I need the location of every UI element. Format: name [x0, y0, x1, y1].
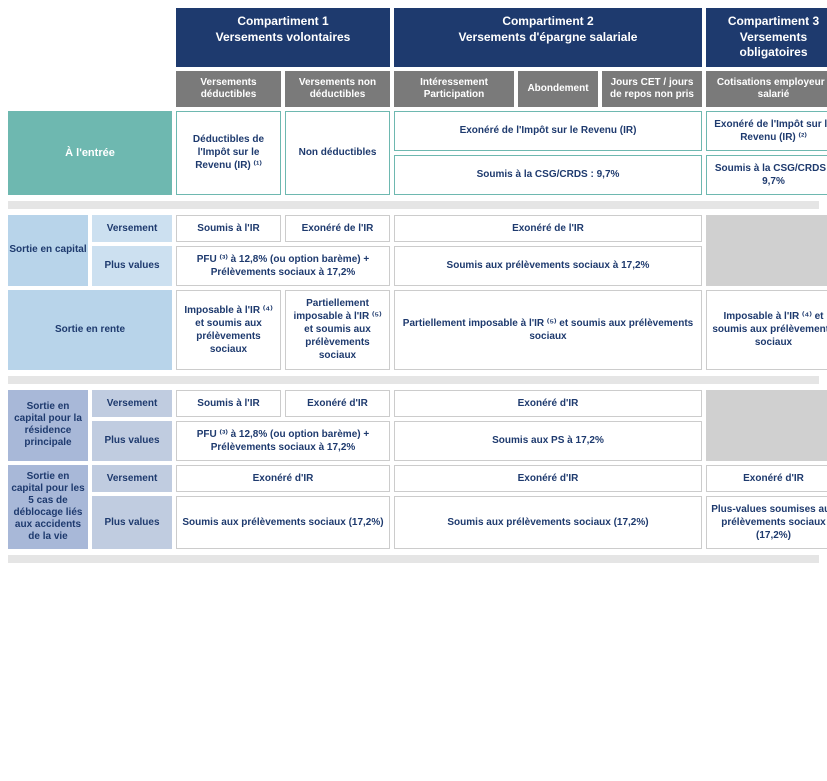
cell-scap-v-c2: Exonéré de l'IR: [394, 215, 702, 242]
compartment-1-header: Compartiment 1Versements volontaires: [176, 8, 390, 67]
row-sortie-rente-label: Sortie en rente: [8, 290, 172, 370]
divider-1: [8, 201, 819, 209]
cell-scap-pv-c2: Soumis aux prélèvements sociaux à 17,2%: [394, 246, 702, 286]
cell-s5-pv-c2: Soumis aux prélèvements sociaux (17,2%): [394, 496, 702, 549]
row-sortie-5cas-label: Sortie en capital pour les 5 cas de débl…: [8, 465, 88, 549]
cell-s5-v-c1: Exonéré d'IR: [176, 465, 390, 492]
row-sortie-cap-versement: Versement: [92, 215, 172, 242]
cell-entree-c1b: Non déductibles: [285, 111, 390, 195]
header-grid: Compartiment 1Versements volontaires Com…: [8, 8, 819, 195]
cell-entree-c2b: Soumis à la CSG/CRDS : 9,7%: [394, 155, 702, 195]
row-sortie-rp-label: Sortie en capital pour la résidence prin…: [8, 390, 88, 461]
row-srp-pv: Plus values: [92, 421, 172, 461]
row-s5-pv: Plus values: [92, 496, 172, 549]
cell-srente-c1a: Imposable à l'IR ⁽⁴⁾ et soumis aux prélè…: [176, 290, 281, 370]
cell-srente-c1b: Partiellement imposable à l'IR ⁽⁵⁾ et so…: [285, 290, 390, 370]
cell-scap-v-c1a: Soumis à l'IR: [176, 215, 281, 242]
deblocage-grid: Sortie en capital pour la résidence prin…: [8, 390, 819, 549]
cell-srp-v-c1b: Exonéré d'IR: [285, 390, 390, 417]
cell-scap-v-c1b: Exonéré de l'IR: [285, 215, 390, 242]
divider-2: [8, 376, 819, 384]
compartment-3-header: Compartiment 3Versements obligatoires: [706, 8, 827, 67]
subheader-non-deductibles: Versements non déductibles: [285, 71, 390, 107]
subheader-cet: Jours CET / jours de repos non pris: [602, 71, 702, 107]
cell-srente-c2: Partiellement imposable à l'IR ⁽⁵⁾ et so…: [394, 290, 702, 370]
cell-s5-pv-c3: Plus-values soumises aux prélèvements so…: [706, 496, 827, 549]
cell-s5-pv-c1: Soumis aux prélèvements sociaux (17,2%): [176, 496, 390, 549]
cell-srp-v-c1a: Soumis à l'IR: [176, 390, 281, 417]
cell-scap-c3-blocked: [706, 215, 827, 286]
row-sortie-cap-label: Sortie en capital: [8, 215, 88, 286]
cell-s5-v-c2: Exonéré d'IR: [394, 465, 702, 492]
subheader-abondement: Abondement: [518, 71, 598, 107]
row-srp-versement: Versement: [92, 390, 172, 417]
cell-srp-pv-c2: Soumis aux PS à 17,2%: [394, 421, 702, 461]
subheader-interessement: Intéressement Participation: [394, 71, 514, 107]
cell-s5-v-c3: Exonéré d'IR: [706, 465, 827, 492]
row-s5-versement: Versement: [92, 465, 172, 492]
cell-entree-c3a: Exonéré de l'Impôt sur le Revenu (IR) ⁽²…: [706, 111, 827, 151]
sortie-grid: Sortie en capital Versement Soumis à l'I…: [8, 215, 819, 370]
divider-3: [8, 555, 819, 563]
cell-srp-c3-blocked: [706, 390, 827, 461]
cell-entree-c2a: Exonéré de l'Impôt sur le Revenu (IR): [394, 111, 702, 151]
cell-entree-c3b: Soumis à la CSG/CRDS : 9,7%: [706, 155, 827, 195]
row-entree-label: À l'entrée: [8, 111, 172, 195]
cell-srp-pv-c1: PFU ⁽³⁾ à 12,8% (ou option barème) + Pré…: [176, 421, 390, 461]
cell-srp-v-c2: Exonéré d'IR: [394, 390, 702, 417]
cell-srente-c3: Imposable à l'IR ⁽⁴⁾ et soumis aux prélè…: [706, 290, 827, 370]
row-sortie-cap-pv: Plus values: [92, 246, 172, 286]
cell-entree-c1a: Déductibles de l'Impôt sur le Revenu (IR…: [176, 111, 281, 195]
cell-scap-pv-c1: PFU ⁽³⁾ à 12,8% (ou option barème) + Pré…: [176, 246, 390, 286]
subheader-cotisations: Cotisations employeur / salarié: [706, 71, 827, 107]
subheader-deductibles: Versements déductibles: [176, 71, 281, 107]
compartment-2-header: Compartiment 2Versements d'épargne salar…: [394, 8, 702, 67]
